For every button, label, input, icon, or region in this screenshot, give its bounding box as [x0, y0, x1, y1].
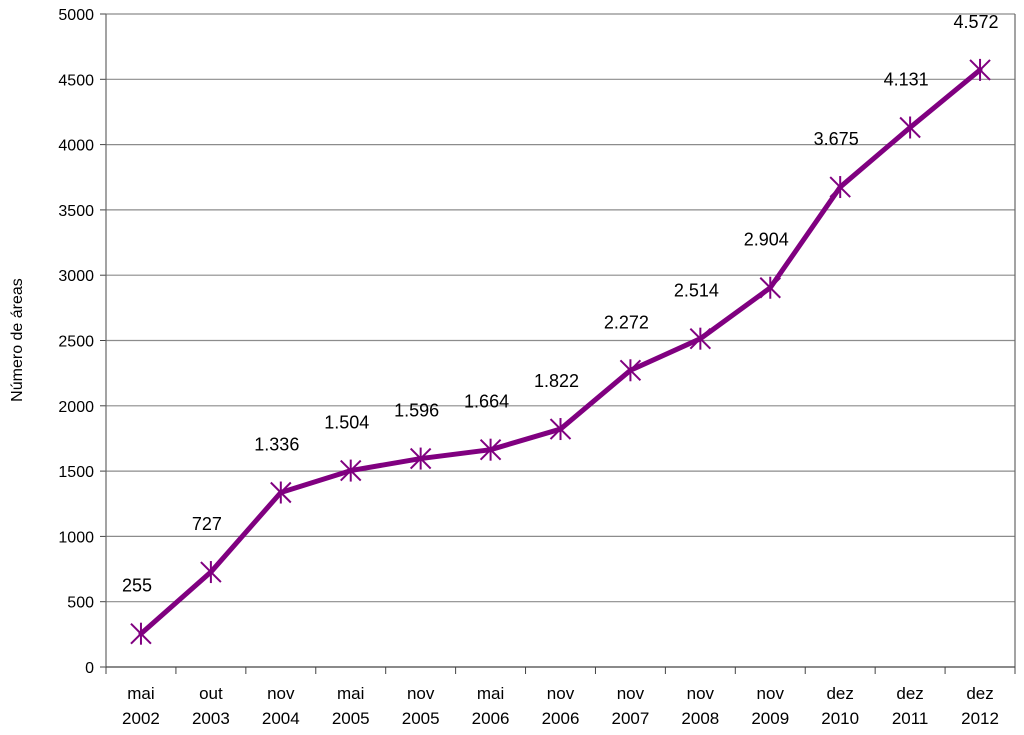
gridlines	[106, 13, 1015, 603]
x-tick-label: mai	[477, 684, 504, 703]
x-tick-label: 2008	[681, 709, 719, 728]
data-label: 4.572	[954, 12, 999, 32]
data-point-marker	[409, 447, 432, 470]
x-tick-label: 2012	[961, 709, 999, 728]
data-point-marker	[969, 58, 991, 81]
data-label: 1.596	[394, 401, 439, 421]
data-label: 4.131	[884, 69, 929, 89]
y-tick-label: 2000	[58, 399, 94, 416]
data-point-marker	[479, 438, 502, 461]
x-tick-label: nov	[687, 684, 715, 703]
data-point-marker	[200, 561, 222, 584]
x-tick-label: nov	[267, 684, 295, 703]
y-tick-label: 3000	[58, 268, 94, 285]
x-tick-label: out	[199, 684, 223, 703]
x-tick-label: 2010	[821, 709, 859, 728]
y-tick-label: 1500	[58, 464, 94, 481]
data-point-marker	[549, 418, 572, 441]
data-point-marker	[759, 276, 781, 299]
x-tick-label: dez	[896, 684, 923, 703]
x-tick-label: nov	[757, 684, 785, 703]
x-tick-label: nov	[617, 684, 645, 703]
y-tick-label: 3500	[58, 203, 94, 220]
data-point-marker	[619, 359, 642, 382]
series-line	[138, 67, 983, 637]
x-tick-label: 2004	[262, 709, 300, 728]
x-tick-label: 2003	[192, 709, 230, 728]
data-label: 255	[122, 576, 152, 596]
x-tick-labels: mai 2002 out 2003 nov 2004 mai 2005 nov 2005 mai 20…	[122, 684, 999, 728]
x-tick-label: 2006	[542, 709, 580, 728]
data-label: 1.664	[464, 392, 509, 412]
data-label: 1.822	[534, 371, 579, 391]
data-point-marker	[340, 459, 362, 482]
x-tick-label: 2009	[751, 709, 789, 728]
x-tick-label: 2007	[612, 709, 650, 728]
data-label: 2.272	[604, 312, 649, 332]
x-tick-label: 2006	[472, 709, 510, 728]
data-label: 2.514	[674, 281, 719, 301]
data-label: 727	[192, 514, 222, 534]
y-tick-label: 2500	[58, 334, 94, 351]
series	[130, 58, 991, 645]
x-tick-label: nov	[407, 684, 435, 703]
y-tick-label: 4000	[58, 138, 94, 155]
y-tick-labels: 0 500 1000 1500 2000 2500 3000 3500 4000 4500 5000	[58, 7, 94, 677]
y-tick-label: 0	[85, 660, 94, 677]
x-tick-label: nov	[547, 684, 575, 703]
x-tick-label: 2002	[122, 709, 160, 728]
x-tick-label: 2005	[332, 709, 370, 728]
x-tick-label: 2005	[402, 709, 440, 728]
data-point-marker	[899, 116, 921, 139]
data-label: 1.336	[254, 435, 299, 455]
x-tick-label: mai	[337, 684, 364, 703]
y-tick-label: 1000	[58, 529, 94, 546]
data-point-marker	[829, 176, 851, 199]
y-tick-label: 500	[67, 595, 94, 612]
x-tick-label: dez	[966, 684, 993, 703]
y-tick-label: 5000	[58, 7, 94, 24]
x-tick-label: dez	[826, 684, 853, 703]
data-label: 1.504	[324, 413, 369, 433]
data-label: 2.904	[744, 230, 789, 250]
data-labels: 255 727 1.336 1.504 1.596 1.664 1.822 2.272 2.51…	[122, 12, 999, 596]
x-tick-label: mai	[127, 684, 154, 703]
axes	[100, 13, 1016, 674]
y-tick-label: 4500	[58, 72, 94, 89]
data-point-marker	[130, 622, 152, 645]
x-tick-label: 2011	[892, 709, 929, 728]
data-point-marker	[689, 327, 712, 350]
data-point-marker	[270, 481, 292, 504]
data-label: 3.675	[814, 129, 859, 149]
